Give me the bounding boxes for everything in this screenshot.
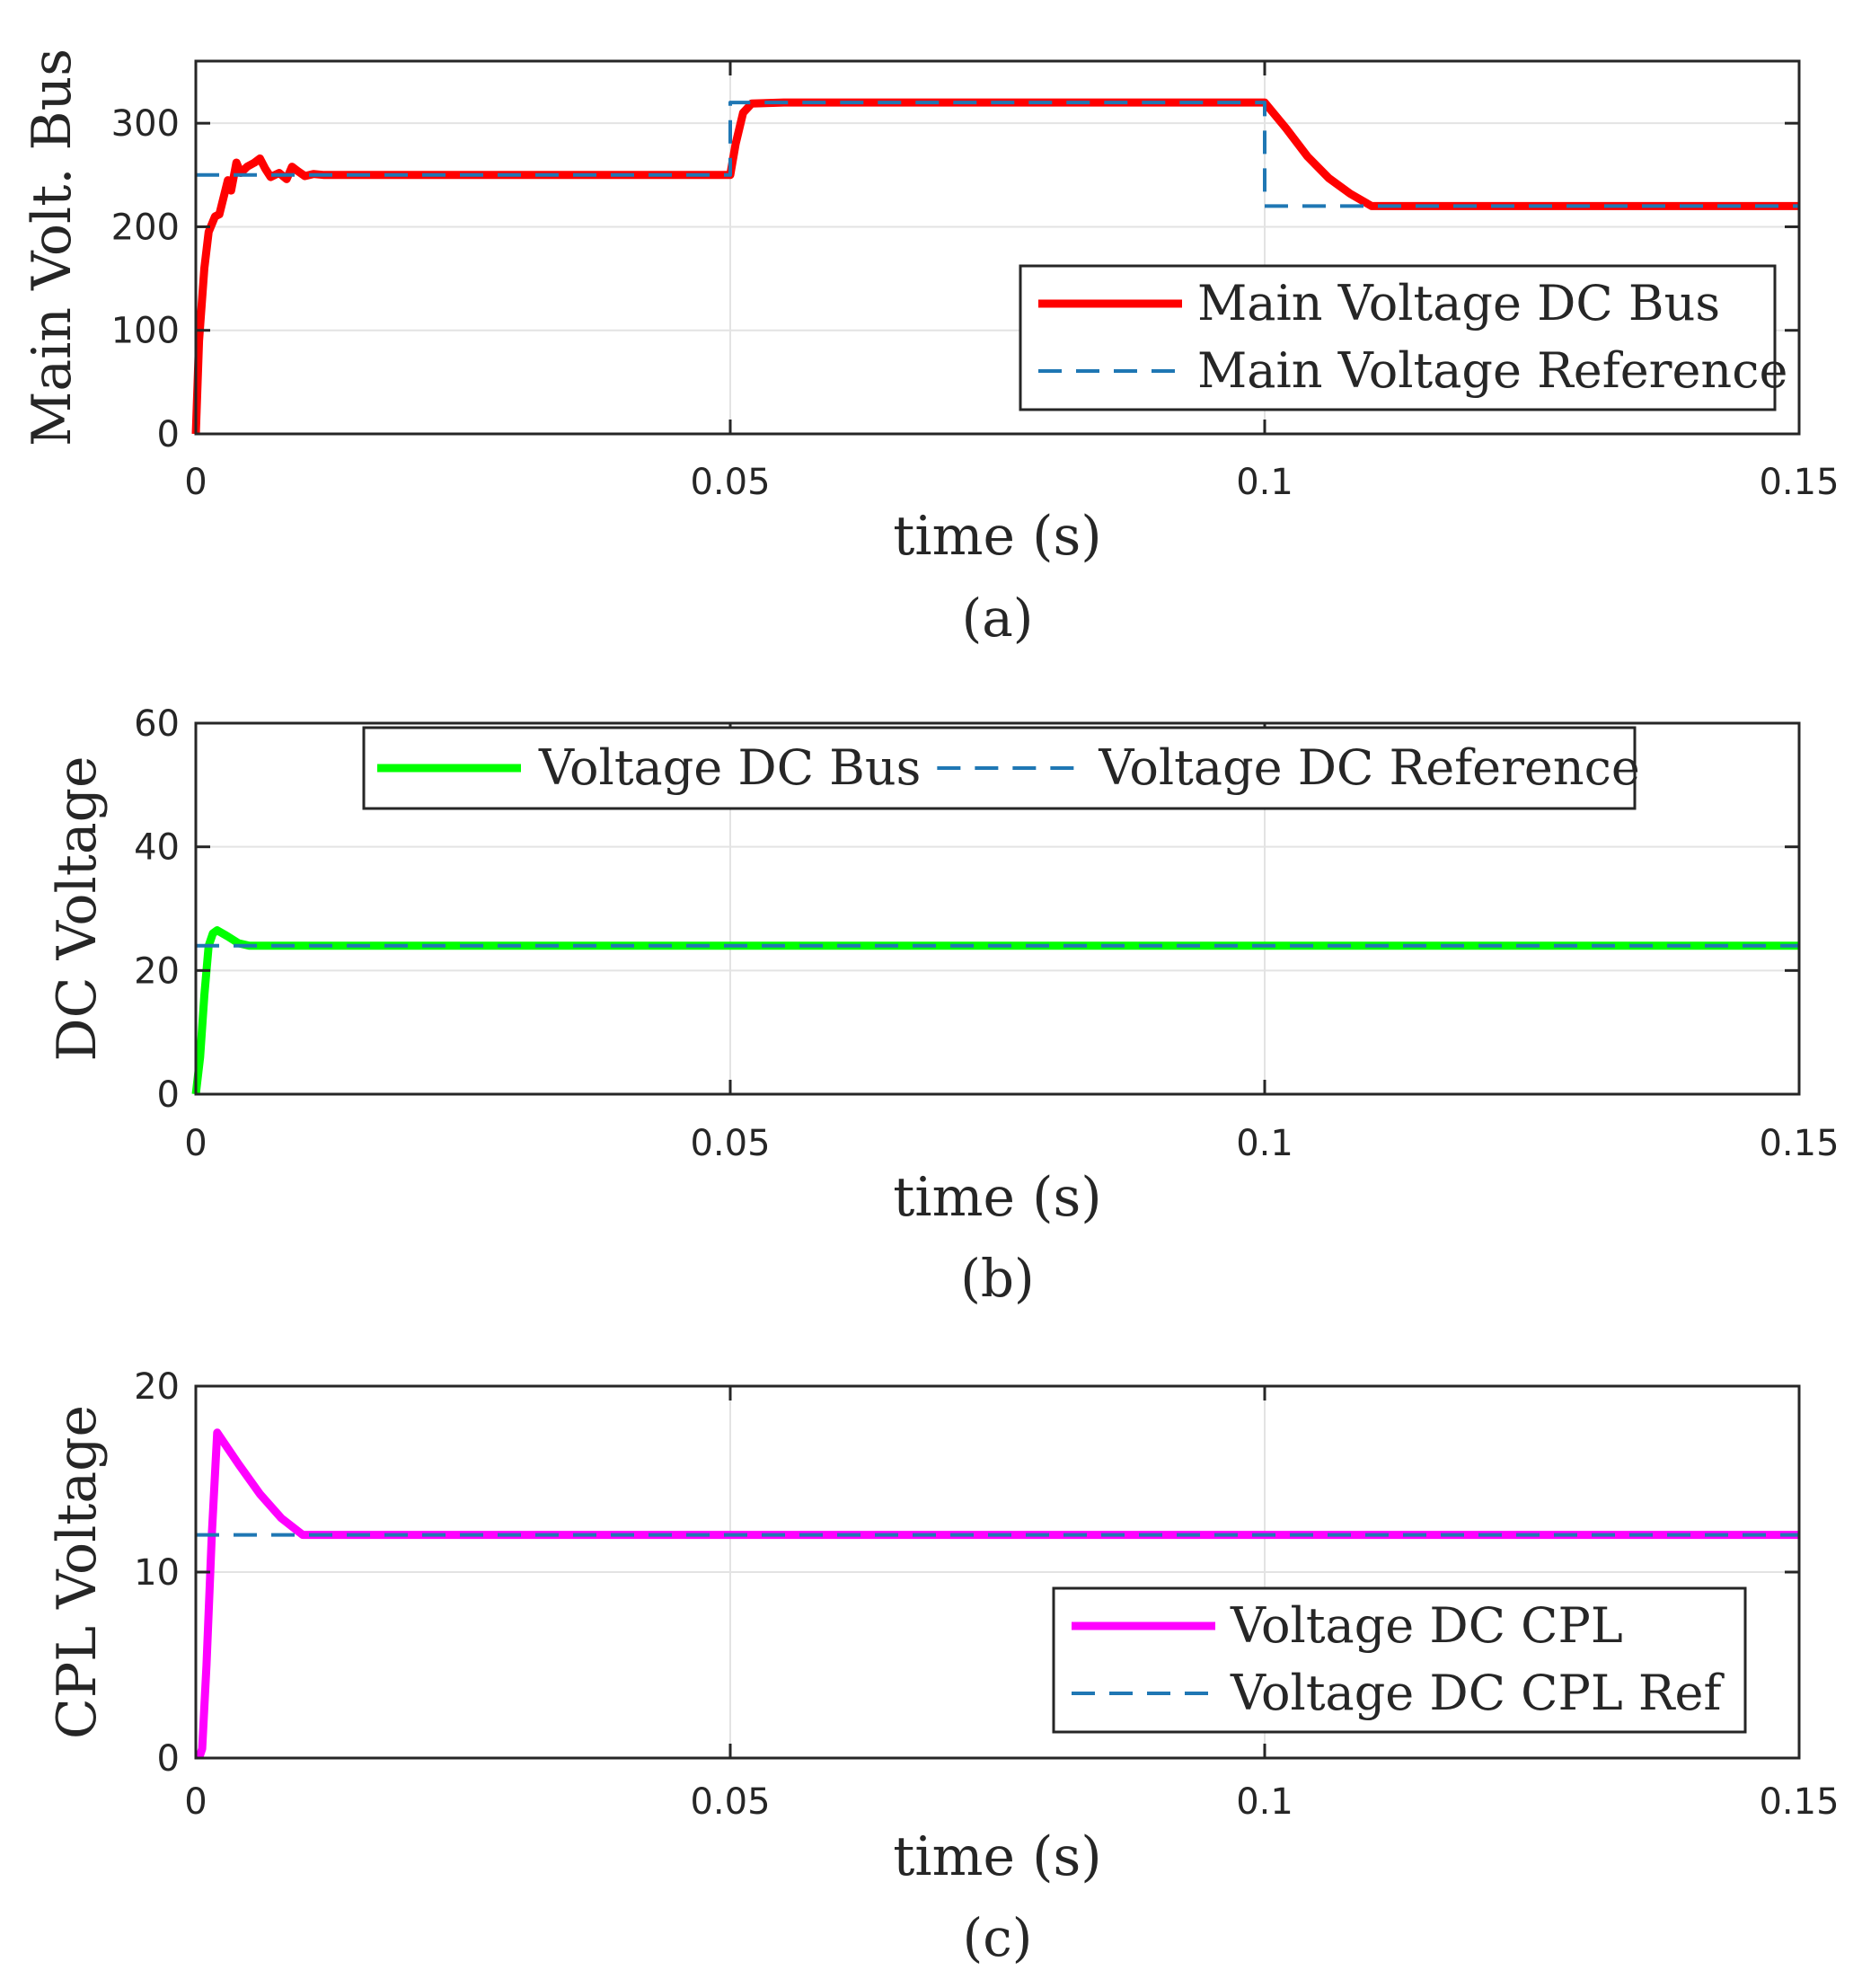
panel-caption: (a) [962,588,1034,649]
y-tick-label: 0 [157,1738,180,1780]
y-tick-label: 200 [111,207,180,248]
legend-label: Main Voltage Reference [1197,342,1787,399]
x-tick-label: 0.15 [1759,462,1839,503]
legend-label: Voltage DC Bus [538,739,921,796]
y-tick-label: 0 [157,414,180,455]
panel-c: 0 0.05 0.1 0.15 0 10 20 time (s) CPL Voltage (c) V… [46,1366,1840,1968]
x-tick-label: 0.05 [690,462,770,503]
y-tick-label: 20 [134,950,180,992]
x-tick-label: 0 [184,1781,207,1823]
legend: Main Voltage DC Bus Main Voltage Referenc… [1020,266,1787,410]
x-tick-label: 0 [184,1123,207,1164]
x-axis-label: time (s) [893,505,1101,568]
x-tick-label: 0.1 [1236,462,1293,503]
panel-caption: (b) [960,1248,1034,1309]
y-axis-label: Main Volt. Bus [21,49,84,446]
legend: Voltage DC Bus Voltage DC Reference [364,728,1640,808]
y-tick-label: 100 [111,311,180,352]
legend-label: Voltage DC CPL Ref [1230,1665,1725,1721]
y-axis-label: DC Voltage [46,755,109,1061]
x-tick-label: 0.1 [1236,1781,1293,1823]
y-axis-label: CPL Voltage [46,1405,109,1739]
panel-a: 0 0.05 0.1 0.15 0 100 200 300 time (s) Main Volt.… [21,49,1840,649]
x-tick-label: 0.15 [1759,1123,1839,1164]
y-tick-label: 300 [111,103,180,145]
x-tick-label: 0.05 [690,1123,770,1164]
legend-label: Main Voltage DC Bus [1197,275,1720,331]
y-tick-label: 20 [134,1366,180,1408]
legend-label: Voltage DC Reference [1098,739,1640,796]
x-tick-label: 0 [184,462,207,503]
y-tick-label: 10 [134,1552,180,1594]
panel-b: 0 0.05 0.1 0.15 0 20 40 60 time (s) DC Voltage (b)… [46,703,1840,1309]
legend: Voltage DC CPL Voltage DC CPL Ref [1054,1588,1745,1732]
x-axis-label: time (s) [893,1825,1101,1888]
x-tick-label: 0.1 [1236,1123,1293,1164]
panel-caption: (c) [963,1907,1033,1968]
y-tick-label: 60 [134,703,180,745]
y-tick-label: 0 [157,1074,180,1116]
x-tick-label: 0.05 [690,1781,770,1823]
legend-label: Voltage DC CPL [1230,1597,1623,1654]
x-tick-label: 0.15 [1759,1781,1839,1823]
y-tick-label: 40 [134,827,180,869]
x-axis-label: time (s) [893,1166,1101,1229]
figure: 0 0.05 0.1 0.150100200300time (s)Main Volt.… [0,0,1862,1988]
